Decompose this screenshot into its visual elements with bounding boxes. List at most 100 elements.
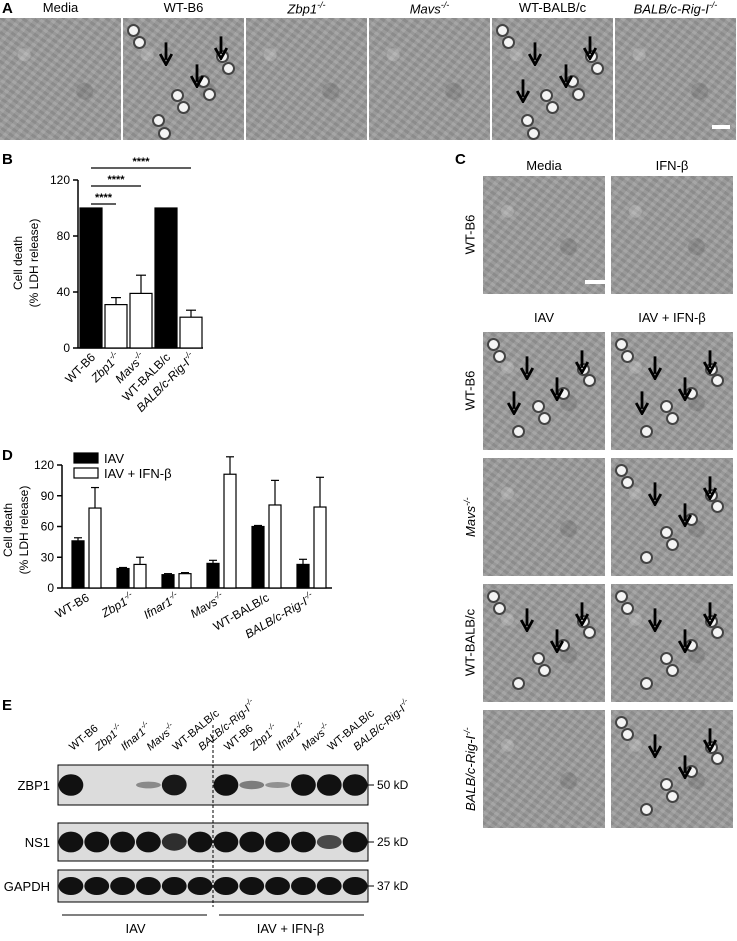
protein-band <box>136 876 161 896</box>
pointer-arrow-icon <box>635 391 650 420</box>
scale-bar <box>712 920 732 924</box>
dying-cell-icon <box>620 601 634 615</box>
protein-band <box>213 831 239 853</box>
micrograph <box>492 18 613 140</box>
group-label: IAV <box>126 921 146 936</box>
dying-cell-icon <box>659 526 673 540</box>
pointer-arrow-icon <box>702 350 717 379</box>
protein-band <box>213 774 239 796</box>
panel-b-letter: B <box>2 151 13 168</box>
protein-band <box>342 876 368 896</box>
panel-d-bar-chart: 0 30 60 90 120 Cell death (% LDH release) WT-B6… <box>1 451 332 641</box>
x-tick-label: WT-B6 <box>53 590 92 621</box>
size-label: 50 kD <box>377 778 409 792</box>
protein-band <box>161 876 187 896</box>
protein-band <box>239 876 265 896</box>
bar <box>161 574 175 589</box>
significance-label: **** <box>107 174 125 186</box>
dying-cell-icon <box>583 626 597 640</box>
significance-label: **** <box>95 192 113 204</box>
pointer-arrow-icon <box>702 602 717 631</box>
micrograph <box>611 584 733 702</box>
micrograph <box>483 584 605 702</box>
dying-cell-icon <box>521 114 535 128</box>
pointer-arrow-icon <box>507 391 522 420</box>
dying-cell-icon <box>501 36 515 50</box>
bar <box>206 562 220 589</box>
x-tick-label: Ifnar1-/- <box>140 589 182 622</box>
y-tick-label: 80 <box>57 229 71 243</box>
panel-a-label: Mavs-/- <box>409 0 450 17</box>
size-label: 37 kD <box>377 879 409 893</box>
pointer-arrow-icon <box>519 355 534 385</box>
panel-a-label: WT-BALB/c <box>518 0 587 15</box>
protein-band <box>84 831 110 853</box>
pointer-arrow-icon <box>213 36 228 65</box>
panel-d-letter: D <box>2 447 13 464</box>
pointer-arrow-icon <box>528 42 543 71</box>
bar <box>71 540 85 589</box>
dying-cell-icon <box>614 715 628 729</box>
protein-band <box>58 831 84 853</box>
y-tick-label: 40 <box>57 285 71 299</box>
dying-cell-icon <box>537 664 551 678</box>
dying-cell-icon <box>614 589 628 603</box>
protein-band <box>316 774 342 796</box>
protein-band <box>265 782 290 788</box>
micrograph <box>483 332 605 450</box>
dying-cell-icon <box>640 677 654 691</box>
bar <box>154 207 178 349</box>
pointer-arrow-icon <box>647 481 662 511</box>
dying-cell-icon <box>711 626 725 640</box>
y-tick-label: 0 <box>47 581 54 595</box>
protein-band <box>136 781 161 789</box>
micrograph <box>483 710 605 828</box>
dying-cell-icon <box>222 61 236 75</box>
bar <box>133 563 147 589</box>
panel-c-row-label: WT-B6 <box>462 214 478 255</box>
dying-cell-icon <box>659 400 673 414</box>
panel-c-column-label: IFN-β <box>655 158 689 173</box>
panel-a-label: Media <box>42 0 79 15</box>
dying-cell-icon <box>640 551 654 565</box>
bar <box>179 316 203 349</box>
micrograph <box>611 332 733 450</box>
pointer-arrow-icon <box>550 629 565 658</box>
protein-band <box>239 831 265 853</box>
dying-cell-icon <box>527 126 541 140</box>
panel-c-letter: C <box>455 151 466 168</box>
protein-label: ZBP1 <box>17 778 50 793</box>
protein-band <box>213 876 239 896</box>
protein-band <box>291 831 316 853</box>
pointer-arrow-icon <box>702 476 717 505</box>
dying-cell-icon <box>614 463 628 477</box>
pointer-arrow-icon <box>678 377 693 406</box>
pointer-arrow-icon <box>558 64 573 93</box>
panel-c-column-label: IAV <box>534 310 554 325</box>
dying-cell-icon <box>640 425 654 439</box>
micrograph <box>246 18 367 140</box>
dying-cell-icon <box>546 100 560 114</box>
bar <box>296 563 310 589</box>
pointer-arrow-icon <box>516 79 531 108</box>
pointer-arrow-icon <box>519 607 534 637</box>
protein-label: GAPDH <box>4 879 50 894</box>
protein-band <box>265 876 290 896</box>
dying-cell-icon <box>659 778 673 792</box>
panel-a-letter: A <box>2 0 13 17</box>
panel-e-western-blot: WT-B6Zbp1-/-Ifnar1-/-Mavs-/-WT-BALB/cBAL… <box>4 696 410 936</box>
group-label: IAV + IFN-β <box>257 921 325 936</box>
y-axis-label: (% LDH release) <box>17 486 31 575</box>
bar <box>129 292 153 349</box>
dying-cell-icon <box>620 349 634 363</box>
dying-cell-icon <box>512 425 526 439</box>
scale-bar <box>712 125 730 129</box>
protein-band <box>291 774 316 796</box>
micrograph <box>611 176 733 294</box>
bar <box>88 507 102 589</box>
panel-c-row-label: BALB/c-Rig-I-/- <box>461 727 479 811</box>
protein-band <box>84 876 110 896</box>
protein-band <box>187 876 213 896</box>
pointer-arrow-icon <box>678 503 693 532</box>
